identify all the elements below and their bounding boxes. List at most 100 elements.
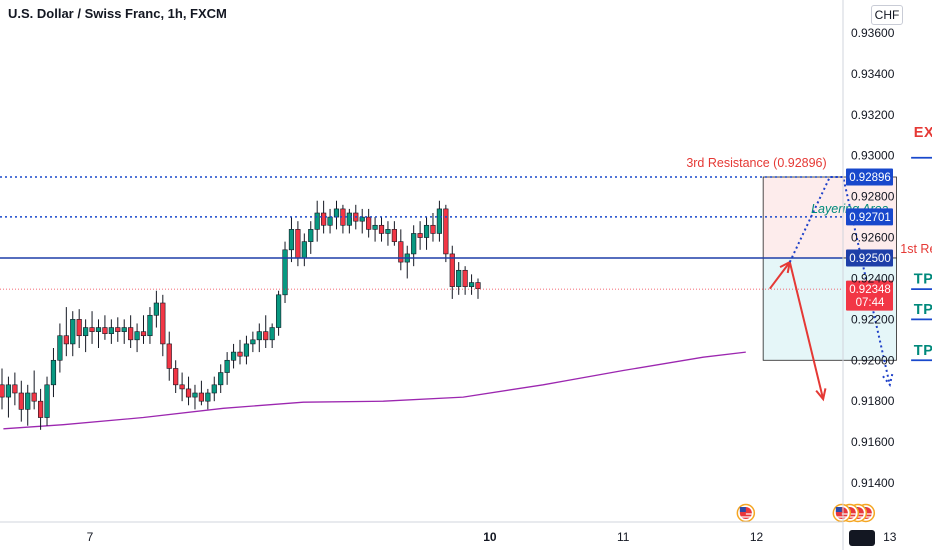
- tradingview-logo-icon[interactable]: [849, 530, 875, 546]
- candle-body: [0, 385, 4, 397]
- candle-body: [103, 328, 108, 334]
- price-badge-text: 0.92500: [849, 253, 891, 265]
- price-tick-label: 0.91600: [851, 435, 895, 449]
- price-tick-label: 0.92400: [851, 271, 895, 285]
- candle-body: [45, 385, 50, 418]
- candle-body: [231, 352, 236, 360]
- currency-label: CHF: [875, 8, 900, 22]
- candle-body: [135, 332, 140, 340]
- annotation-6: TP 2 - 0.92200: [914, 302, 932, 318]
- candle-body: [424, 225, 429, 237]
- candle-body: [13, 385, 18, 393]
- candle-body: [25, 393, 30, 409]
- candle-body: [444, 209, 449, 254]
- candle-body: [360, 217, 365, 221]
- time-tick-label: 13: [883, 530, 897, 544]
- candle-body: [128, 328, 133, 340]
- annotation-2: 1st Resistance (0.92500): [900, 242, 932, 256]
- price-tick-label: 0.92800: [851, 190, 895, 204]
- candle-body: [154, 303, 159, 315]
- price-tick-label: 0.93600: [851, 26, 895, 40]
- candle-body: [83, 328, 88, 336]
- currency-button[interactable]: CHF: [871, 5, 903, 25]
- price-badge-text: 0.92896: [849, 172, 891, 184]
- annotation-4: EXIT - 0.93000: [914, 125, 932, 141]
- candle-body: [70, 319, 75, 344]
- moving-average: [3, 352, 745, 429]
- candle-body: [218, 373, 223, 385]
- candle-body: [289, 229, 294, 249]
- candle-body: [386, 229, 391, 233]
- candle-body: [161, 303, 166, 344]
- candle-body: [321, 213, 326, 225]
- time-tick-label: 11: [617, 530, 630, 544]
- candle-body: [186, 389, 191, 397]
- ma-line: [3, 352, 745, 429]
- candle-body: [122, 328, 127, 332]
- candle-body: [257, 332, 262, 340]
- candle-body: [32, 393, 37, 401]
- candle-body: [180, 385, 185, 389]
- event-markers: [737, 505, 932, 522]
- candle-body: [115, 328, 120, 332]
- candle-body: [469, 283, 474, 287]
- candle-body: [58, 336, 63, 361]
- candle-body: [244, 344, 249, 356]
- candle-body: [51, 360, 56, 385]
- candle-body: [315, 213, 320, 229]
- price-tick-label: 0.93200: [851, 108, 895, 122]
- candle-body: [6, 385, 11, 397]
- candle-body: [173, 368, 178, 384]
- candle-body: [308, 229, 313, 241]
- candle-body: [148, 315, 153, 335]
- candle-body: [206, 393, 211, 401]
- price-badge-text: 0.92348: [849, 284, 891, 296]
- candle-body: [193, 393, 198, 397]
- time-tick-label: 12: [750, 530, 764, 544]
- candle-body: [167, 344, 172, 369]
- candle-body: [141, 332, 146, 336]
- candle-body: [347, 213, 352, 225]
- candle-body: [399, 242, 404, 262]
- price-tick-label: 0.92600: [851, 231, 895, 245]
- candle-body: [225, 360, 230, 372]
- candle-body: [450, 254, 455, 287]
- chart-title: U.S. Dollar / Swiss Franc, 1h, FXCM: [8, 6, 227, 21]
- candle-body: [476, 283, 481, 289]
- candle-body: [238, 352, 243, 356]
- time-tick-label: 7: [87, 530, 94, 544]
- candle-body: [199, 393, 204, 401]
- candles: [0, 201, 480, 430]
- event-flag-canton: [740, 507, 746, 512]
- candle-body: [19, 393, 24, 409]
- price-tick-label: 0.91400: [851, 476, 895, 490]
- candle-body: [38, 401, 43, 417]
- candle-body: [334, 209, 339, 217]
- candle-body: [212, 385, 217, 393]
- annotation-7: TP 3 - 0.92000: [914, 343, 932, 359]
- candle-body: [302, 242, 307, 258]
- price-badge-countdown: 07:44: [856, 297, 885, 309]
- price-tick-label: 0.92200: [851, 312, 895, 326]
- event-flag-canton: [836, 507, 842, 512]
- candle-body: [263, 332, 268, 340]
- candle-body: [96, 328, 101, 332]
- candle-body: [328, 217, 333, 225]
- candle-body: [251, 340, 256, 344]
- time-axis: 71011121314: [0, 522, 932, 544]
- price-badge-text: 0.92701: [849, 212, 891, 224]
- price-tick-label: 0.93000: [851, 149, 895, 163]
- candle-body: [456, 270, 461, 286]
- price-tick-label: 0.93400: [851, 67, 895, 81]
- price-lines: [0, 177, 843, 289]
- candle-body: [411, 233, 416, 253]
- price-tick-label: 0.91800: [851, 394, 895, 408]
- annotation-5: TP 1 - 0.92350: [914, 271, 932, 287]
- candle-body: [373, 225, 378, 229]
- candle-body: [463, 270, 468, 286]
- candle-body: [379, 225, 384, 233]
- time-tick-label: 10: [483, 530, 497, 544]
- annotation-0: 3rd Resistance (0.92896): [686, 156, 826, 170]
